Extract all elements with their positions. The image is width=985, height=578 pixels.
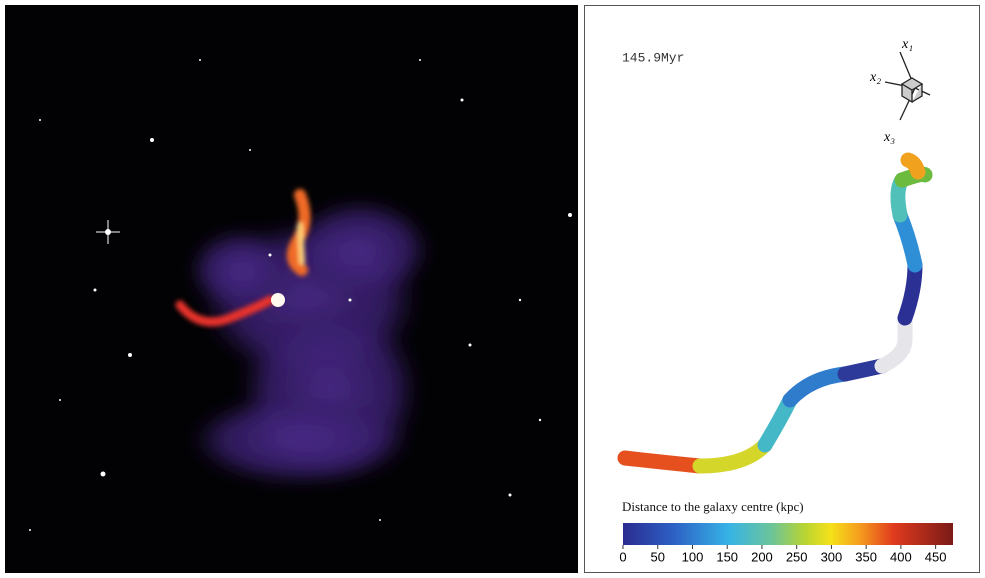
colorbar-tick-label: 50 xyxy=(651,549,665,564)
colorbar-tick-label: 350 xyxy=(855,549,877,564)
colorbar-tick-label: 300 xyxy=(821,549,843,564)
colorbar-tick-label: 150 xyxy=(716,549,738,564)
axes-triad xyxy=(884,51,931,121)
time-label: 145.9Myr xyxy=(622,50,684,65)
colorbar-tick-label: 400 xyxy=(890,549,912,564)
axis-label: x₁ xyxy=(901,37,913,52)
colorbar-tick-label: 250 xyxy=(786,549,808,564)
trajectory-panel: 145.9Myr x₁ x₂ x₃ Distance to the galaxy… xyxy=(584,5,980,573)
colorbar xyxy=(623,523,953,545)
colorbar-tick-label: 100 xyxy=(682,549,704,564)
colorbar-title: Distance to the galaxy centre (kpc) xyxy=(622,499,804,514)
sky-image xyxy=(5,5,578,573)
axis-label: x₂ xyxy=(869,70,881,85)
colorbar-tick-label: 200 xyxy=(751,549,773,564)
axis-label: x₃ xyxy=(883,130,895,145)
trajectory-tube xyxy=(617,152,933,474)
colorbar-tick-label: 0 xyxy=(619,549,626,564)
colorbar-tick-label: 450 xyxy=(925,549,947,564)
